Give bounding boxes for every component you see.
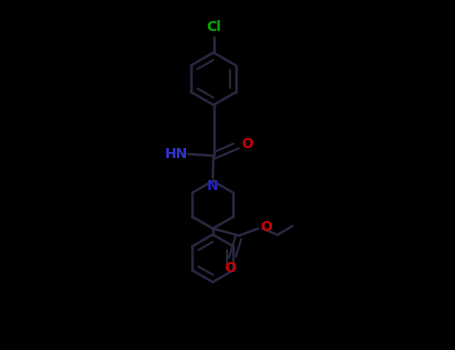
Text: O: O xyxy=(224,261,236,275)
Text: O: O xyxy=(260,220,272,234)
Text: N: N xyxy=(207,179,218,193)
Text: O: O xyxy=(241,137,253,151)
Text: HN: HN xyxy=(165,147,188,161)
Text: Cl: Cl xyxy=(206,20,221,34)
